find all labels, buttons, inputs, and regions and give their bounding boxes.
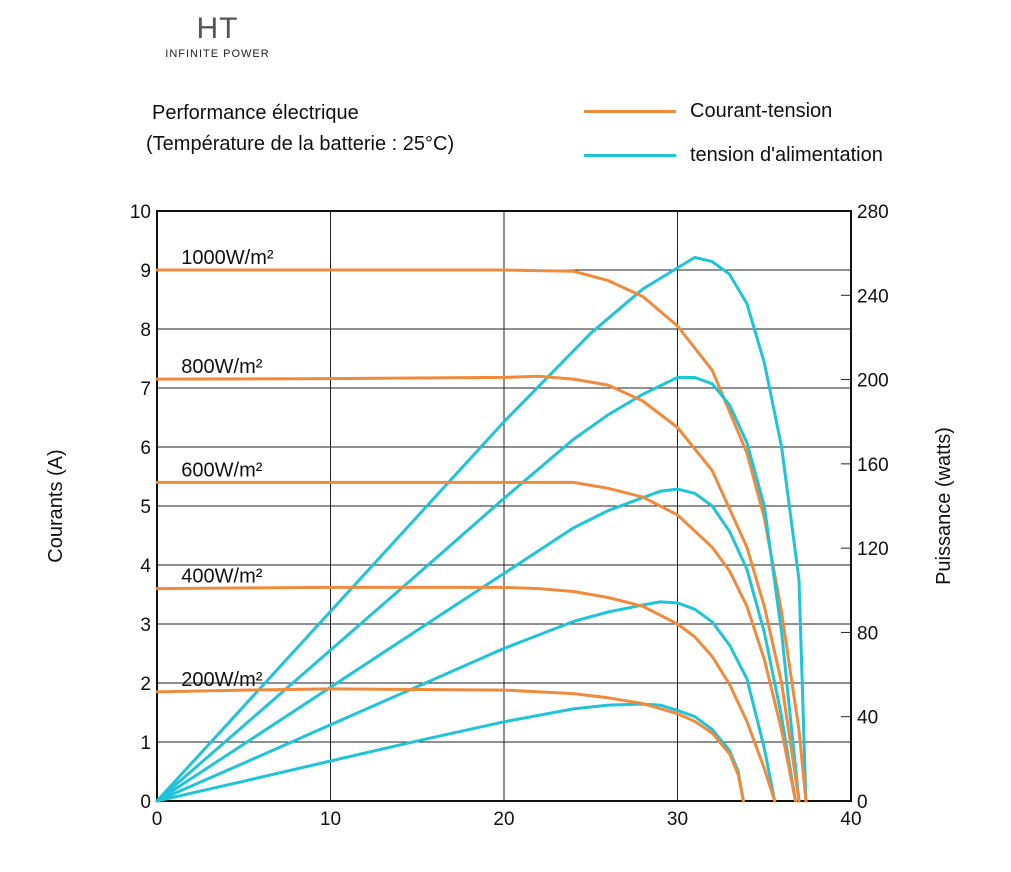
legend-item-power: tension d'alimentation <box>584 144 883 167</box>
y-tick-label: 9 <box>140 261 151 282</box>
power-curve-1 <box>155 376 801 803</box>
y-tick-label: 10 <box>130 202 151 223</box>
current-curve-0 <box>155 268 808 803</box>
y2-tick-label: 120 <box>857 539 889 560</box>
y-tick-label: 2 <box>140 674 151 695</box>
y2-tick-label: 200 <box>857 371 889 392</box>
x-tick-label: 30 <box>667 809 688 830</box>
legend-item-current: Courant-tension <box>584 100 832 123</box>
plot-frame <box>156 210 852 802</box>
current-curve-3 <box>155 585 777 803</box>
y-tick-label: 8 <box>140 320 151 341</box>
y-tick-label: 0 <box>140 792 151 813</box>
x-tick-label: 10 <box>320 809 341 830</box>
y2-tick-label: 0 <box>857 792 868 813</box>
y-axis-title: Courants (A) <box>45 449 67 562</box>
y2-tick-label: 280 <box>857 202 889 223</box>
y2-tick-label: 80 <box>857 623 878 644</box>
logo-mark: HT <box>196 12 239 45</box>
x-tick-label: 20 <box>493 809 514 830</box>
current-curve-2 <box>155 480 797 803</box>
y-tick-label: 7 <box>140 379 151 400</box>
legend-swatch-power <box>584 154 676 157</box>
x-tick-label: 40 <box>840 809 861 830</box>
y2-axis-title: Puissance (watts) <box>933 427 955 585</box>
y2-tick-label: 40 <box>857 708 878 729</box>
power-curve-2 <box>155 487 797 803</box>
series-label-4: 200W/m² <box>181 669 262 691</box>
x-tick-label: 0 <box>152 809 163 830</box>
current-curve-1 <box>155 374 801 803</box>
logo-tagline: INFINITE POWER <box>165 48 270 60</box>
logo: HT INFINITE POWER <box>150 12 285 60</box>
y2-tick-label: 160 <box>857 455 889 476</box>
legend-label-power: tension d'alimentation <box>690 144 883 166</box>
y-tick-label: 5 <box>140 497 151 518</box>
legend-swatch-current <box>584 110 676 113</box>
chart-subtitle: (Température de la batterie : 25°C) <box>146 133 455 155</box>
power-curve-4 <box>155 702 745 803</box>
y2-tick-label: 240 <box>857 286 889 307</box>
power-curve-0 <box>155 255 808 803</box>
series-label-2: 600W/m² <box>181 459 262 481</box>
series-label-1: 800W/m² <box>181 356 262 378</box>
series-label-0: 1000W/m² <box>181 247 274 269</box>
current-curve-4 <box>155 687 745 803</box>
power-curve-3 <box>155 600 777 803</box>
y-tick-label: 4 <box>140 556 151 577</box>
y-tick-label: 3 <box>140 615 151 636</box>
legend-label-current: Courant-tension <box>690 100 833 122</box>
y-tick-label: 1 <box>140 733 151 754</box>
series-label-3: 400W/m² <box>181 566 262 588</box>
y-tick-label: 6 <box>140 438 151 459</box>
chart-title: Performance électrique <box>152 102 359 124</box>
